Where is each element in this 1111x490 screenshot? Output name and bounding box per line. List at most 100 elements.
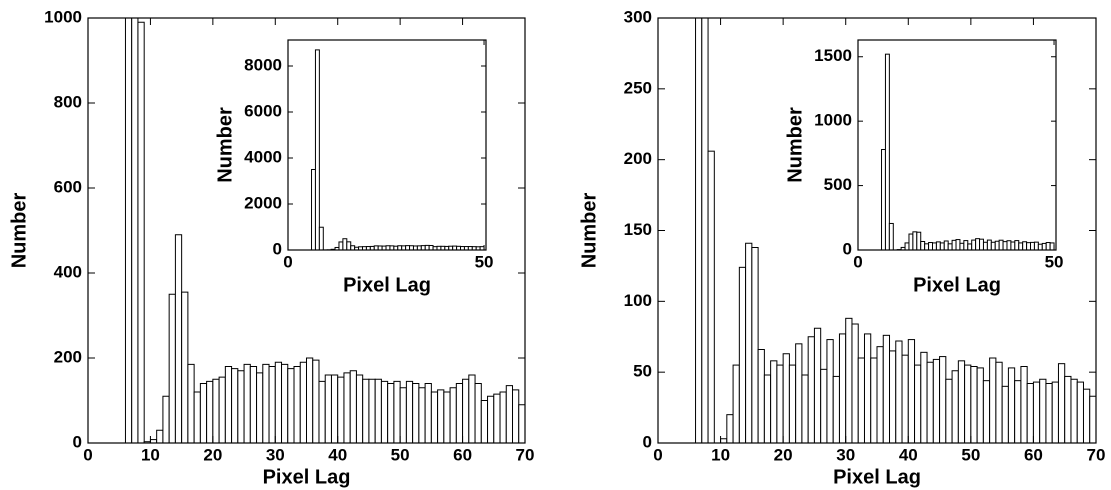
bar <box>782 353 790 443</box>
bar <box>1045 383 1053 443</box>
bar <box>881 149 886 250</box>
bar <box>939 356 947 443</box>
bar <box>1045 242 1051 250</box>
bar <box>707 150 715 443</box>
bar <box>306 357 314 443</box>
bar <box>1070 378 1078 443</box>
x-tick-label: 70 <box>1087 445 1106 464</box>
bar <box>324 374 332 443</box>
bar <box>416 245 422 250</box>
bar <box>1022 241 1028 250</box>
bar <box>832 375 840 443</box>
x-tick-label: 60 <box>453 445 472 464</box>
bar <box>943 240 949 250</box>
bar <box>901 354 909 443</box>
bar <box>412 245 418 250</box>
bar <box>318 380 326 443</box>
bar <box>971 239 977 250</box>
bar <box>455 383 464 443</box>
x-tick-label: 50 <box>391 445 410 464</box>
bar <box>935 241 941 250</box>
bar <box>243 363 251 443</box>
bar <box>389 245 395 250</box>
bar <box>820 368 828 443</box>
bar <box>1026 383 1034 443</box>
x-tick-label: 50 <box>961 445 980 464</box>
bar <box>338 241 344 250</box>
bar <box>424 244 430 250</box>
bar <box>975 238 981 250</box>
bar <box>976 367 984 443</box>
bar <box>162 395 170 443</box>
x-tick-label: 10 <box>141 445 160 464</box>
bar <box>318 226 324 250</box>
x-tick-label: 60 <box>1024 445 1043 464</box>
bar <box>480 400 489 443</box>
x-tick-label: 50 <box>475 252 494 271</box>
bar <box>474 383 482 443</box>
bar <box>989 357 997 443</box>
plot-frame <box>857 39 1057 251</box>
y-tick-label: 1000 <box>44 7 82 26</box>
bar <box>409 245 414 250</box>
bar <box>695 18 703 443</box>
bar <box>349 370 357 443</box>
bar <box>986 239 992 250</box>
bars <box>124 18 525 443</box>
bar <box>959 242 965 250</box>
bar <box>912 231 918 250</box>
bar <box>982 380 991 443</box>
x-axis-label: Pixel Lag <box>833 466 921 488</box>
bar <box>299 361 307 443</box>
x-tick-label: 20 <box>774 445 793 464</box>
bar <box>964 364 972 443</box>
bar <box>770 360 778 443</box>
bar <box>380 380 389 443</box>
bar <box>314 49 320 250</box>
bar <box>801 374 809 443</box>
bar <box>888 222 894 250</box>
bar <box>895 340 903 443</box>
bar <box>995 361 1003 443</box>
bar <box>908 233 914 250</box>
bar <box>826 339 834 443</box>
bar <box>931 242 937 250</box>
y-tick-label: 1500 <box>814 46 852 65</box>
bar <box>397 245 403 250</box>
bar <box>916 231 922 250</box>
bar <box>994 240 1000 250</box>
bar <box>920 351 928 443</box>
bar <box>738 266 747 443</box>
bar <box>337 376 345 443</box>
x-tick-label: 50 <box>1045 252 1064 271</box>
bar <box>199 383 208 443</box>
bar <box>788 364 797 443</box>
bar <box>131 18 139 443</box>
bar <box>218 376 226 443</box>
bar <box>393 380 401 443</box>
bar <box>1002 241 1008 250</box>
y-axis-label: Number <box>214 107 236 183</box>
bar <box>979 238 984 250</box>
bar <box>914 364 922 443</box>
bar <box>1026 242 1032 250</box>
bar <box>720 438 728 443</box>
inset-chart: 0 500 1000 1500 0 50 Pixel Lag Number <box>784 39 1064 296</box>
bar <box>487 395 495 443</box>
bar <box>967 243 973 250</box>
bar <box>505 385 514 443</box>
bar <box>932 358 941 443</box>
bar <box>876 346 884 443</box>
bar <box>330 374 339 443</box>
bar <box>412 383 420 443</box>
bar <box>957 360 966 443</box>
bar <box>224 366 233 443</box>
bar <box>1089 395 1096 443</box>
y-tick-label: 50 <box>633 362 652 381</box>
y-tick-label: 250 <box>624 78 652 97</box>
bar <box>870 357 878 443</box>
bar <box>287 368 295 443</box>
y-tick-label: 6000 <box>244 101 282 120</box>
x-tick-label: 10 <box>711 445 730 464</box>
y-tick-label: 500 <box>824 175 852 194</box>
